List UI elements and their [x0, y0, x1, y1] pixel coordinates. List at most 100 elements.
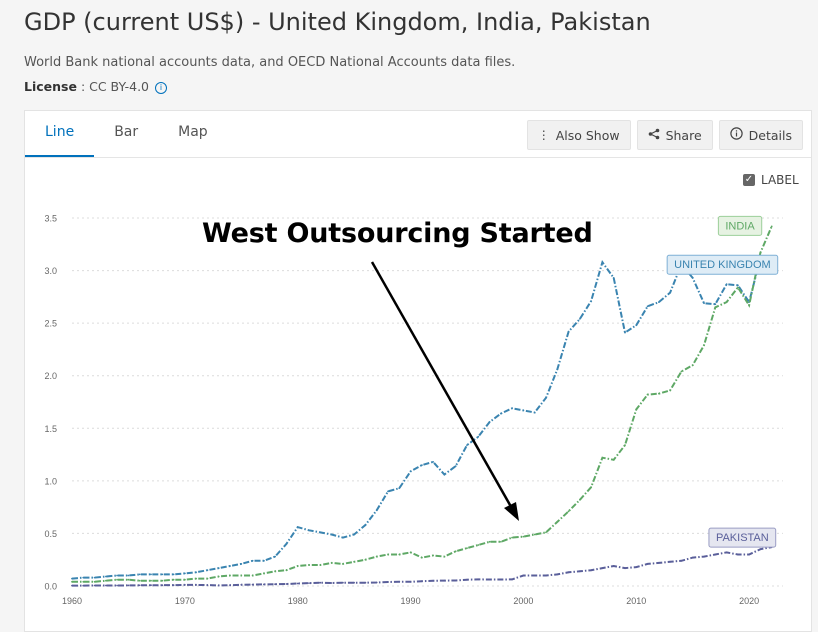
- data-point[interactable]: [579, 570, 581, 573]
- data-point[interactable]: [624, 567, 626, 569]
- data-point[interactable]: [127, 578, 130, 581]
- data-point[interactable]: [500, 540, 502, 543]
- data-point[interactable]: [364, 581, 367, 584]
- data-point[interactable]: [353, 560, 355, 563]
- data-point[interactable]: [658, 301, 660, 303]
- data-point[interactable]: [229, 584, 231, 587]
- data-point[interactable]: [364, 558, 367, 561]
- data-point[interactable]: [432, 461, 434, 463]
- data-point[interactable]: [612, 458, 615, 461]
- data-point[interactable]: [466, 444, 468, 446]
- data-point[interactable]: [138, 579, 141, 582]
- data-point[interactable]: [748, 304, 750, 307]
- data-point[interactable]: [263, 583, 265, 586]
- data-point[interactable]: [409, 580, 412, 583]
- data-point[interactable]: [71, 584, 73, 587]
- data-point[interactable]: [263, 572, 265, 575]
- data-point[interactable]: [308, 564, 310, 566]
- data-point[interactable]: [285, 583, 288, 585]
- tab-bar[interactable]: Bar: [114, 124, 139, 140]
- data-point[interactable]: [714, 306, 717, 309]
- data-point[interactable]: [714, 303, 717, 306]
- data-point[interactable]: [725, 551, 728, 554]
- data-point[interactable]: [691, 364, 694, 367]
- label-toggle[interactable]: ✓ LABEL: [743, 173, 799, 187]
- data-point[interactable]: [488, 578, 491, 581]
- share-button[interactable]: Share: [636, 120, 713, 150]
- data-point[interactable]: [206, 584, 209, 586]
- data-point[interactable]: [116, 584, 118, 587]
- data-point[interactable]: [556, 521, 559, 523]
- data-point[interactable]: [409, 551, 412, 554]
- data-point[interactable]: [590, 569, 592, 572]
- data-point[interactable]: [443, 473, 446, 476]
- data-point[interactable]: [488, 421, 491, 423]
- data-point[interactable]: [443, 579, 446, 582]
- data-point[interactable]: [454, 579, 457, 582]
- data-point[interactable]: [522, 574, 525, 577]
- tab-map[interactable]: Map: [178, 124, 208, 140]
- data-point[interactable]: [274, 570, 276, 573]
- data-point[interactable]: [116, 578, 118, 581]
- data-point[interactable]: [319, 564, 322, 566]
- data-point[interactable]: [488, 540, 491, 543]
- data-point[interactable]: [319, 531, 322, 534]
- data-point[interactable]: [635, 324, 638, 327]
- data-point[interactable]: [612, 277, 615, 279]
- data-point[interactable]: [703, 302, 705, 305]
- checkbox-checked-icon[interactable]: ✓: [743, 174, 755, 186]
- data-point[interactable]: [172, 573, 175, 576]
- data-point[interactable]: [680, 559, 683, 562]
- data-point[interactable]: [375, 555, 378, 558]
- data-point[interactable]: [624, 331, 626, 334]
- data-point[interactable]: [703, 555, 705, 558]
- data-point[interactable]: [590, 300, 592, 302]
- data-point[interactable]: [680, 370, 683, 373]
- data-point[interactable]: [443, 555, 446, 558]
- data-point[interactable]: [296, 565, 299, 567]
- data-point[interactable]: [150, 584, 152, 587]
- data-point[interactable]: [127, 584, 130, 587]
- data-point[interactable]: [127, 574, 130, 577]
- data-point[interactable]: [161, 573, 164, 576]
- info-icon[interactable]: i: [155, 82, 167, 94]
- data-point[interactable]: [691, 556, 694, 559]
- data-point[interactable]: [511, 407, 513, 410]
- data-point[interactable]: [184, 578, 186, 581]
- data-point[interactable]: [759, 548, 762, 551]
- data-point[interactable]: [714, 553, 717, 556]
- data-point[interactable]: [387, 581, 389, 583]
- data-point[interactable]: [263, 559, 265, 562]
- data-point[interactable]: [624, 444, 626, 446]
- data-point[interactable]: [522, 535, 525, 538]
- data-point[interactable]: [511, 536, 513, 539]
- data-point[interactable]: [556, 368, 559, 371]
- data-point[interactable]: [161, 584, 164, 587]
- data-point[interactable]: [353, 581, 355, 584]
- data-point[interactable]: [770, 225, 773, 228]
- data-point[interactable]: [319, 581, 322, 584]
- data-point[interactable]: [71, 580, 73, 583]
- data-point[interactable]: [138, 573, 141, 576]
- data-point[interactable]: [150, 579, 152, 582]
- data-point[interactable]: [116, 574, 118, 577]
- data-point[interactable]: [635, 408, 638, 411]
- data-point[interactable]: [206, 569, 209, 572]
- data-point[interactable]: [703, 344, 705, 347]
- data-point[interactable]: [150, 573, 152, 576]
- data-point[interactable]: [398, 487, 401, 490]
- data-point[interactable]: [184, 572, 186, 575]
- data-point[interactable]: [330, 582, 333, 584]
- also-show-button[interactable]: ⋮ Also Show: [526, 120, 631, 150]
- data-point[interactable]: [601, 261, 604, 264]
- data-point[interactable]: [105, 579, 107, 582]
- data-point[interactable]: [612, 565, 615, 567]
- data-point[interactable]: [364, 524, 367, 526]
- data-point[interactable]: [725, 301, 728, 303]
- data-point[interactable]: [432, 554, 434, 557]
- data-point[interactable]: [646, 393, 649, 396]
- data-point[interactable]: [342, 563, 344, 565]
- data-point[interactable]: [398, 553, 401, 556]
- data-point[interactable]: [296, 582, 299, 585]
- data-point[interactable]: [93, 580, 96, 583]
